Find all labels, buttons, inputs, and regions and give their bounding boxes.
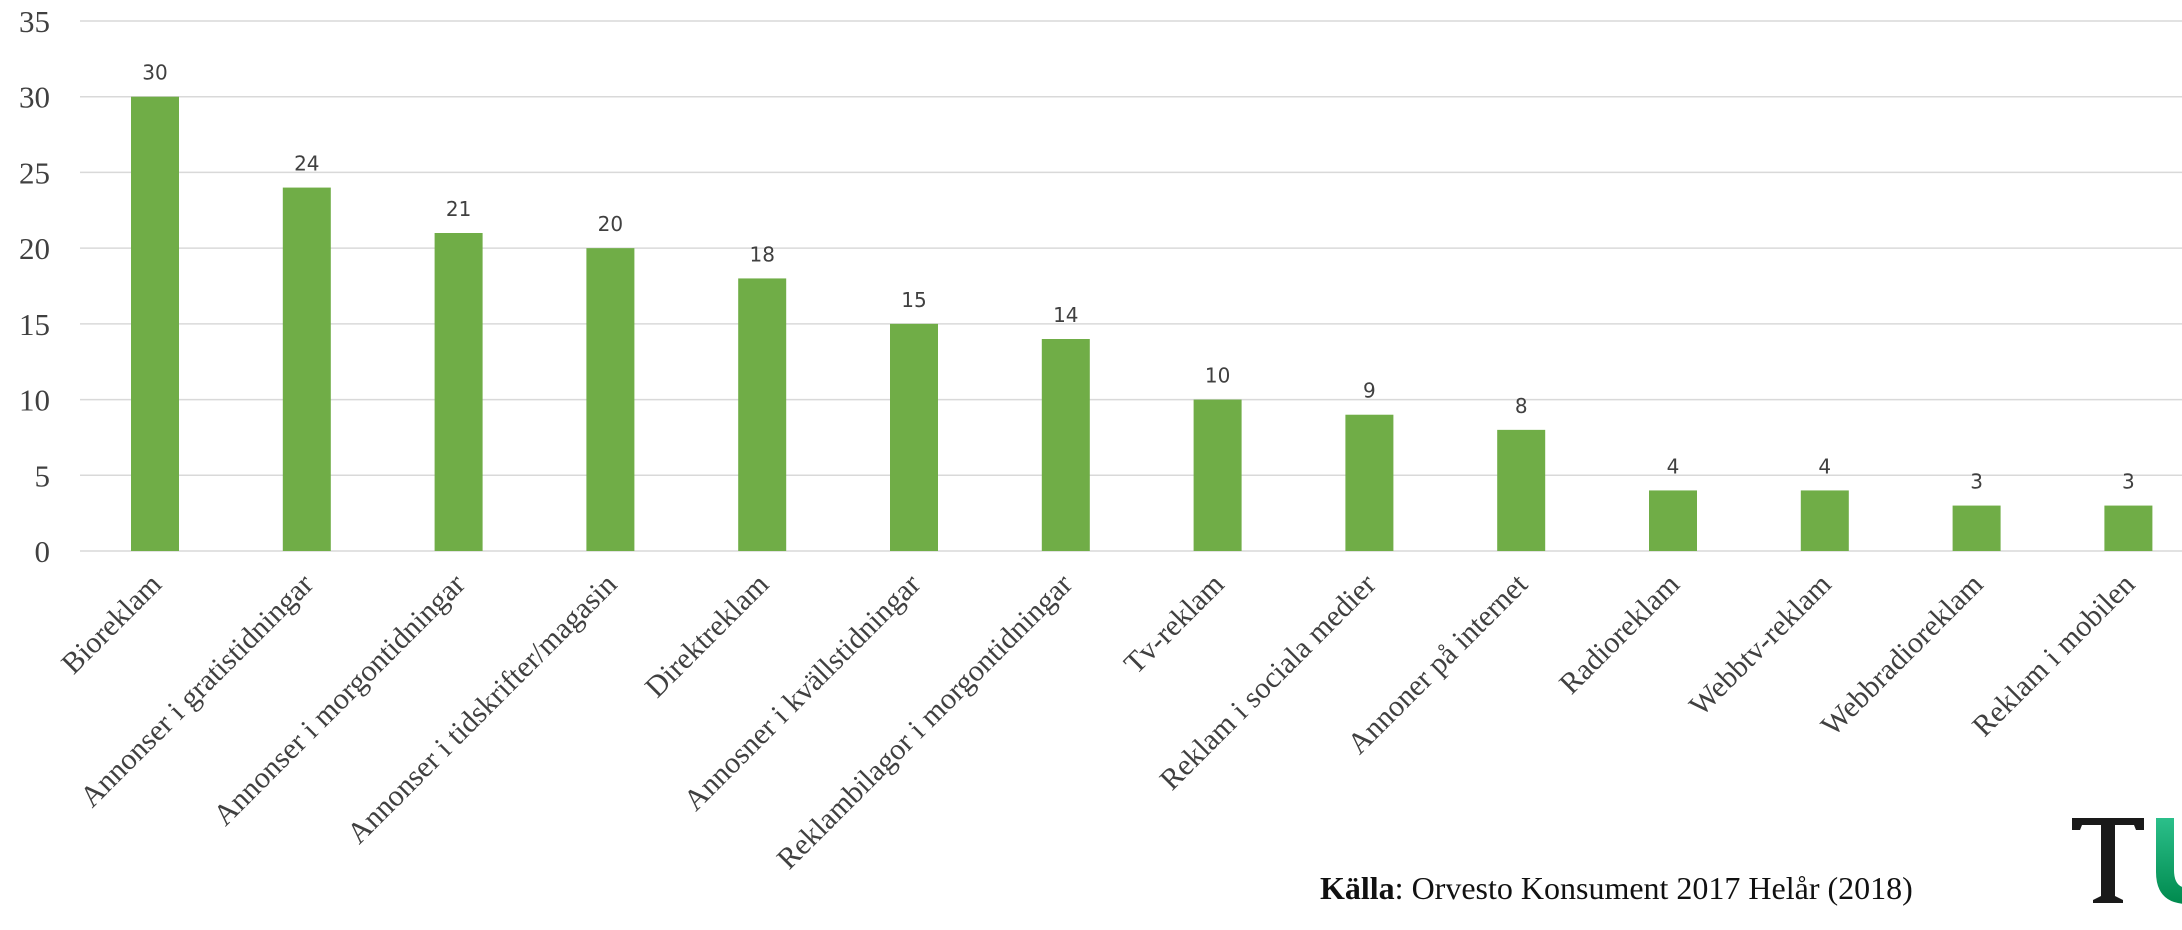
data-label: 4 bbox=[1818, 454, 1831, 478]
bar bbox=[1041, 339, 1090, 551]
x-tick-label: Reklambilagor i morgontidningar bbox=[771, 568, 1079, 876]
bar bbox=[1800, 490, 1849, 551]
data-label: 9 bbox=[1363, 379, 1376, 403]
data-labels: 30 24 21 20 18 15 14 10 9 8 4 4 3 3 bbox=[142, 61, 2134, 494]
y-tick-label: 20 bbox=[19, 231, 50, 266]
x-tick-label: Direktreklam bbox=[639, 568, 775, 704]
bar bbox=[434, 233, 483, 551]
y-tick-label: 10 bbox=[19, 383, 50, 418]
source-note: Källa: Orvesto Konsument 2017 Helår (201… bbox=[1320, 870, 1913, 907]
x-tick-label: Webbtv-reklam bbox=[1683, 568, 1838, 723]
tu-logo bbox=[2070, 800, 2182, 925]
data-label: 24 bbox=[294, 152, 319, 176]
source-label: Källa bbox=[1320, 870, 1395, 906]
bar bbox=[1497, 429, 1546, 551]
x-tick-label: Bioreklam bbox=[55, 568, 168, 681]
bar bbox=[1649, 490, 1697, 551]
data-label: 21 bbox=[446, 197, 471, 221]
bar bbox=[1193, 399, 1242, 551]
bar bbox=[2104, 505, 2153, 551]
data-label: 20 bbox=[598, 212, 623, 236]
data-label: 3 bbox=[1970, 470, 1983, 494]
y-tick-label: 5 bbox=[35, 458, 51, 493]
gridlines bbox=[80, 20, 2182, 552]
y-tick-label: 30 bbox=[19, 80, 50, 115]
data-label: 10 bbox=[1205, 364, 1230, 388]
bar bbox=[586, 248, 635, 551]
bars bbox=[131, 96, 2153, 552]
x-tick-label: Annonser i tidskrifter/magasin bbox=[341, 568, 624, 851]
bar bbox=[131, 96, 179, 551]
data-label: 15 bbox=[901, 288, 926, 312]
y-tick-label: 35 bbox=[19, 4, 50, 39]
bar bbox=[1952, 505, 2001, 551]
data-label: 18 bbox=[749, 242, 774, 266]
data-label: 4 bbox=[1667, 454, 1680, 478]
data-label: 8 bbox=[1515, 394, 1528, 418]
data-label: 3 bbox=[2122, 470, 2135, 494]
x-tick-label: Tv-reklam bbox=[1118, 568, 1231, 681]
x-tick-label: Radioreklam bbox=[1553, 568, 1686, 701]
bar bbox=[890, 323, 938, 551]
y-axis-ticks: 0 5 10 15 20 25 30 35 bbox=[19, 4, 50, 569]
data-label: 30 bbox=[142, 61, 167, 85]
source-text: : Orvesto Konsument 2017 Helår (2018) bbox=[1394, 870, 1913, 906]
bar bbox=[282, 187, 331, 552]
x-tick-label: Webbradioreklam bbox=[1815, 568, 1990, 743]
bar bbox=[1345, 414, 1394, 551]
x-tick-label: Reklam i mobilen bbox=[1966, 568, 2141, 743]
bar bbox=[738, 278, 787, 551]
y-tick-label: 15 bbox=[19, 307, 50, 342]
y-tick-label: 25 bbox=[19, 155, 50, 190]
y-tick-label: 0 bbox=[35, 534, 51, 569]
data-label: 14 bbox=[1053, 303, 1078, 327]
x-tick-label: Annonser i morgontidningar bbox=[207, 568, 472, 833]
